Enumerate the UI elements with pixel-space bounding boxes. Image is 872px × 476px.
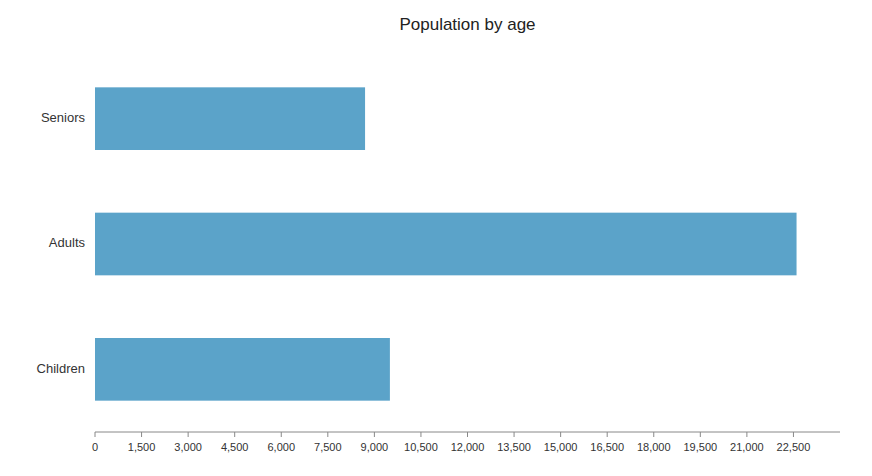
title: Population by age <box>399 15 535 34</box>
tick-label: 7,500 <box>314 441 342 453</box>
tick-label: 21,000 <box>730 441 764 453</box>
tick-mark <box>234 432 235 437</box>
category-label: Children <box>37 361 85 376</box>
tick-label: 19,500 <box>683 441 717 453</box>
category-label: Seniors <box>41 110 86 125</box>
bar <box>95 338 390 401</box>
tick-label: 6,000 <box>267 441 295 453</box>
chart-svg: Population by age 0 1,500 3,000 4,500 6,000 7,… <box>0 0 872 476</box>
tick-label: 10,500 <box>404 441 438 453</box>
tick-mark <box>514 432 515 437</box>
tick-mark <box>653 432 654 437</box>
tick-mark <box>95 432 96 437</box>
tick-label: 15,000 <box>544 441 578 453</box>
tick-mark <box>327 432 328 437</box>
tick-mark <box>560 432 561 437</box>
tick-mark <box>188 432 189 437</box>
x-axis: 0 1,500 3,000 4,500 6,000 7,500 9,000 10,500 12,… <box>92 432 840 453</box>
y-axis: Children Adults Seniors <box>37 110 86 376</box>
tick-mark <box>467 432 468 437</box>
tick-mark <box>420 432 421 437</box>
tick-label: 18,000 <box>637 441 671 453</box>
bar <box>95 213 797 276</box>
tick-label: 12,000 <box>451 441 485 453</box>
tick-label: 13,500 <box>497 441 531 453</box>
tick-mark <box>281 432 282 437</box>
tick-mark <box>607 432 608 437</box>
tick-mark <box>374 432 375 437</box>
chart-container: Population by age 0 1,500 3,000 4,500 6,000 7,… <box>0 0 872 476</box>
tick-mark <box>746 432 747 437</box>
tick-label: 0 <box>92 441 98 453</box>
bars <box>95 87 797 400</box>
tick-label: 1,500 <box>128 441 156 453</box>
tick-mark <box>141 432 142 437</box>
tick-label: 4,500 <box>221 441 249 453</box>
tick-mark <box>700 432 701 437</box>
tick-mark <box>793 432 794 437</box>
tick-label: 9,000 <box>361 441 389 453</box>
tick-label: 3,000 <box>174 441 202 453</box>
tick-label: 22,500 <box>777 441 811 453</box>
tick-label: 16,500 <box>590 441 624 453</box>
category-label: Adults <box>49 235 86 250</box>
bar <box>95 87 365 150</box>
x-axis-line <box>95 432 840 433</box>
